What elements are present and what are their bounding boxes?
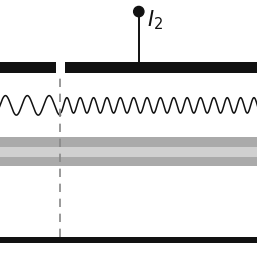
- Bar: [0, 147, 257, 157]
- Bar: [0, 62, 56, 73]
- Bar: [0, 137, 257, 166]
- Circle shape: [134, 6, 144, 17]
- Bar: [65, 62, 257, 73]
- Bar: [0, 237, 257, 243]
- Text: $I_2$: $I_2$: [147, 9, 163, 32]
